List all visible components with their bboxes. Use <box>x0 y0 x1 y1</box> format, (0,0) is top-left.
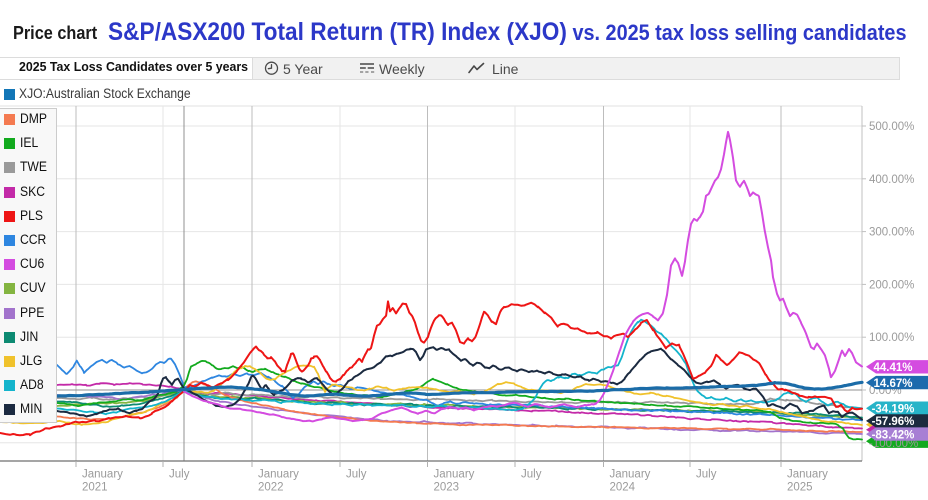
svg-text:July: July <box>346 469 367 481</box>
svg-text:2025: 2025 <box>787 482 813 494</box>
svg-text:300.00%: 300.00% <box>869 227 914 239</box>
svg-text:January: January <box>82 469 123 481</box>
svg-text:100.00%: 100.00% <box>869 332 914 344</box>
svg-text:200.00%: 200.00% <box>869 279 914 291</box>
svg-text:July: July <box>521 469 542 481</box>
svg-text:-57.96%: -57.96% <box>872 416 915 428</box>
svg-text:January: January <box>610 469 651 481</box>
svg-text:January: January <box>434 469 475 481</box>
svg-text:2022: 2022 <box>258 482 284 494</box>
svg-text:July: July <box>169 469 190 481</box>
svg-text:July: July <box>696 469 717 481</box>
svg-text:January: January <box>258 469 299 481</box>
svg-text:400.00%: 400.00% <box>869 174 914 186</box>
svg-text:2023: 2023 <box>434 482 460 494</box>
svg-text:January: January <box>787 469 828 481</box>
svg-text:44.41%: 44.41% <box>873 362 912 374</box>
svg-text:-83.42%: -83.42% <box>872 429 915 441</box>
svg-text:2024: 2024 <box>610 482 636 494</box>
svg-text:-34.19%: -34.19% <box>872 403 915 415</box>
svg-text:500.00%: 500.00% <box>869 121 914 133</box>
svg-text:2021: 2021 <box>82 482 108 494</box>
svg-text:14.67%: 14.67% <box>873 378 912 390</box>
